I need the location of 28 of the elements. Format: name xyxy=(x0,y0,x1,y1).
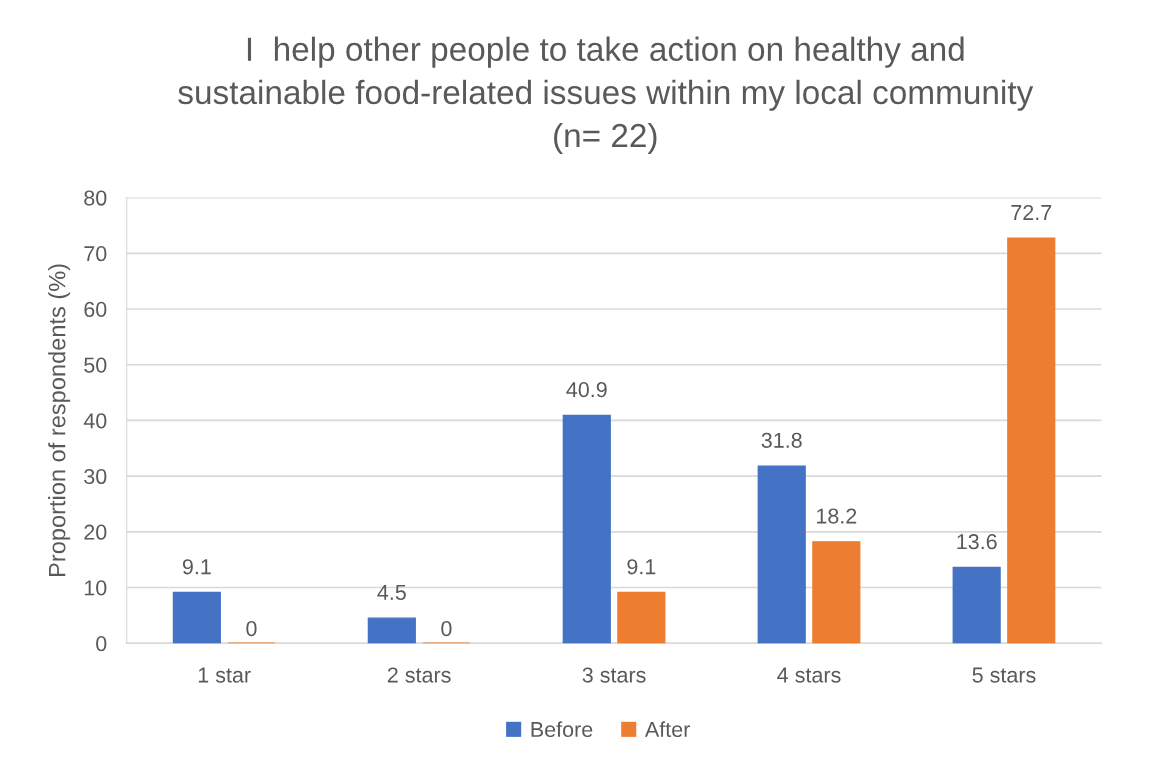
data-label: 9.1 xyxy=(627,559,656,575)
y-tick-label: 70 xyxy=(84,246,107,262)
y-tick-label: 40 xyxy=(83,413,107,429)
y-tick-label: 0 xyxy=(96,635,107,652)
chart-title: I help other people to take action on healthy and sustainable food-related issues within my local community (n= 22) xyxy=(178,36,1034,154)
x-tick-label: 1 star xyxy=(198,667,251,683)
data-label: 31.8 xyxy=(761,432,802,448)
data-label: 0 xyxy=(246,620,257,637)
y-tick-label: 80 xyxy=(84,190,107,206)
x-tick-label: 5 stars xyxy=(972,667,1036,683)
data-label: 0 xyxy=(441,620,452,637)
data-label: 13.6 xyxy=(957,534,997,550)
legend-label: After xyxy=(644,721,690,738)
y-axis-title: Proportion of respondents (%) xyxy=(48,264,71,576)
data-label: 40.9 xyxy=(566,382,607,398)
y-tick-label: 10 xyxy=(84,580,107,596)
y-tick-label: 30 xyxy=(84,468,107,485)
data-label: 9.1 xyxy=(182,559,211,575)
data-label: 72.7 xyxy=(1011,204,1052,220)
x-tick-label: 3 stars xyxy=(582,667,646,683)
y-tick-label: 20 xyxy=(84,524,107,540)
x-tick-label: 2 stars xyxy=(387,667,451,683)
data-label: 4.5 xyxy=(377,584,406,600)
x-tick-label: 4 stars xyxy=(777,667,841,683)
y-tick-label: 60 xyxy=(84,301,107,318)
data-label: 18.2 xyxy=(817,508,857,524)
legend-label: Before xyxy=(531,721,593,738)
y-tick-label: 50 xyxy=(84,357,107,373)
